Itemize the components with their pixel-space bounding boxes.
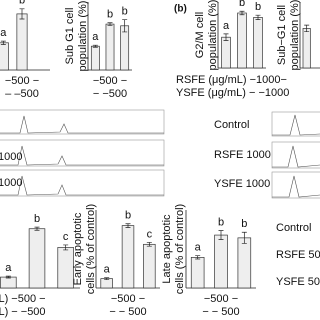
error-bar	[19, 8, 25, 20]
bar	[100, 278, 113, 289]
significance-letter: b	[239, 0, 245, 9]
panel-label: (b)	[174, 4, 187, 15]
bar	[0, 42, 9, 71]
treatment-label: L) − −500	[0, 306, 46, 318]
error-bar	[125, 223, 131, 228]
significance-letter: b	[255, 1, 261, 13]
significance-letter: b	[122, 6, 128, 18]
treatment-label: −500 −	[111, 293, 145, 305]
flow-histograms	[0, 109, 320, 199]
significance-letter: c	[63, 231, 69, 243]
row-label: RSFE (μg/mL) −1000−	[176, 74, 287, 86]
treatment-label: − − 500	[109, 306, 146, 318]
treatment-label: −500 −	[5, 75, 39, 87]
error-bar	[107, 22, 113, 26]
significance-letter: c	[147, 228, 153, 240]
treatment-label: − − 500	[202, 306, 239, 318]
y-axis-label: Sub G1 cell	[64, 8, 76, 65]
row-label: YSFE (μg/mL) − −1000	[176, 87, 289, 99]
y-axis-label: population (%)	[207, 0, 219, 70]
flow-label: 1000	[0, 151, 22, 163]
legend-label: RSFE 500	[276, 249, 320, 261]
bar	[0, 276, 17, 289]
error-bar	[92, 44, 98, 48]
significance-letter: a	[92, 31, 99, 43]
flow-label: YSFE 1000	[214, 178, 270, 190]
bar	[121, 225, 135, 289]
y-axis-label: population (%)	[289, 0, 301, 70]
bar	[120, 25, 130, 71]
flow-label: 1000	[0, 177, 22, 189]
bar	[237, 12, 247, 69]
bar	[16, 13, 28, 71]
y-axis-label: cells (% of control)	[174, 204, 186, 294]
error-bar	[223, 33, 229, 41]
significance-letter: a	[5, 262, 12, 274]
error-bar	[34, 226, 40, 231]
bar	[190, 257, 205, 289]
error-bar	[218, 230, 224, 240]
y-axis-label: Early apoptotic	[72, 212, 84, 285]
treatment-label: − −500	[93, 88, 127, 100]
error-bar	[63, 244, 69, 251]
significance-letter: b	[19, 0, 25, 7]
legend-label: Control	[276, 222, 311, 234]
bar	[143, 243, 156, 289]
error-bar	[0, 40, 6, 45]
y-axis-label: Sub−G1 cell	[276, 5, 288, 65]
error-bar	[239, 10, 245, 16]
treatment-label: – –500	[5, 88, 39, 100]
error-bar	[241, 231, 247, 244]
error-bar	[195, 255, 201, 260]
error-bar	[255, 14, 261, 20]
error-bar	[146, 242, 152, 247]
bar	[302, 28, 311, 69]
bar	[90, 45, 100, 71]
significance-letter: b	[107, 9, 113, 21]
significance-letter: a	[195, 242, 202, 254]
y-axis-label: Late apoptotic	[161, 214, 173, 284]
bar	[214, 234, 228, 289]
significance-letter: b	[34, 213, 40, 225]
significance-letter: a	[104, 264, 111, 276]
y-axis-label: population (%)	[77, 1, 89, 72]
legend-label: YSFE 500	[276, 276, 320, 288]
y-axis-label: cells (% of control)	[85, 204, 97, 294]
treatment-label: −500 −	[93, 75, 127, 87]
significance-letter: b	[218, 217, 224, 229]
significance-letter: a	[0, 27, 7, 39]
treatment-label: L) −500 −	[0, 293, 46, 305]
y-axis-label: G2/M cell	[194, 12, 206, 58]
significance-letter: b	[125, 210, 131, 222]
flow-label: Control	[214, 119, 249, 131]
significance-letter: b	[241, 218, 247, 230]
error-bar	[304, 24, 310, 33]
treatment-label: −500 −	[204, 293, 238, 305]
bar	[221, 36, 231, 69]
bar	[253, 17, 263, 69]
significance-letter: a	[223, 20, 230, 32]
bar	[237, 237, 252, 289]
error-bar	[122, 19, 128, 33]
error-bar	[5, 275, 11, 279]
error-bar	[104, 277, 110, 280]
flow-label: RSFE 1000	[214, 149, 271, 161]
bar	[105, 23, 115, 71]
bar	[28, 228, 46, 289]
